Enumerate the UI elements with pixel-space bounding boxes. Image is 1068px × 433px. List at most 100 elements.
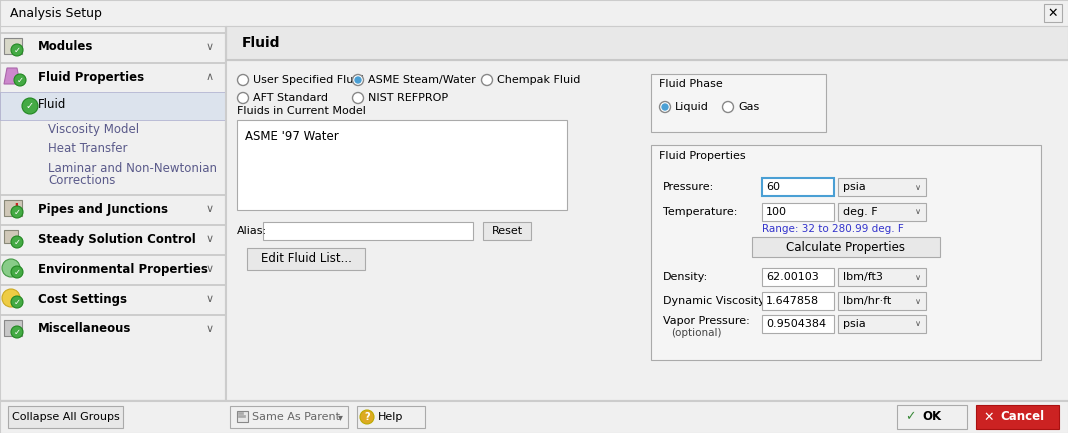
Text: Cost Settings: Cost Settings bbox=[38, 293, 127, 306]
Bar bbox=[7, 406, 123, 428]
Text: ∨: ∨ bbox=[206, 294, 214, 304]
Text: ASME '97 Water: ASME '97 Water bbox=[245, 130, 339, 143]
Bar bbox=[247, 248, 365, 270]
Text: Alias:: Alias: bbox=[237, 226, 267, 236]
Text: Reset: Reset bbox=[491, 226, 522, 236]
Text: ∨: ∨ bbox=[206, 204, 214, 214]
Text: ∨: ∨ bbox=[206, 324, 214, 334]
Bar bbox=[0, 400, 1068, 433]
Text: ∧: ∧ bbox=[206, 72, 214, 82]
Circle shape bbox=[352, 93, 363, 103]
Bar bbox=[838, 178, 926, 196]
Text: ✓: ✓ bbox=[905, 410, 915, 423]
Text: Corrections: Corrections bbox=[48, 174, 115, 187]
Bar bbox=[838, 315, 926, 333]
Text: Help: Help bbox=[378, 412, 404, 422]
Text: ∨: ∨ bbox=[206, 234, 214, 244]
Text: deg. F: deg. F bbox=[843, 207, 878, 217]
Circle shape bbox=[662, 104, 668, 110]
Text: Edit Fluid List...: Edit Fluid List... bbox=[261, 252, 351, 265]
Bar bbox=[651, 145, 1041, 360]
Bar bbox=[0, 32, 225, 33]
Bar bbox=[752, 237, 940, 257]
Text: Cancel: Cancel bbox=[1000, 410, 1045, 423]
Circle shape bbox=[352, 74, 363, 85]
Circle shape bbox=[722, 101, 734, 113]
Circle shape bbox=[360, 410, 374, 424]
Bar bbox=[230, 406, 348, 428]
Text: ✓: ✓ bbox=[14, 327, 20, 336]
Text: ✓: ✓ bbox=[26, 101, 34, 111]
Text: ✕: ✕ bbox=[1048, 6, 1058, 19]
Circle shape bbox=[237, 93, 249, 103]
Bar bbox=[976, 405, 1059, 429]
Text: Fluid Phase: Fluid Phase bbox=[659, 79, 723, 89]
Circle shape bbox=[11, 206, 23, 218]
Bar bbox=[0, 314, 225, 315]
Text: ✕: ✕ bbox=[984, 410, 994, 423]
Bar bbox=[4, 230, 18, 243]
Circle shape bbox=[237, 74, 249, 85]
Bar bbox=[0, 284, 225, 285]
Bar bbox=[483, 222, 531, 240]
Text: 60: 60 bbox=[766, 182, 780, 192]
Text: Environmental Properties: Environmental Properties bbox=[38, 262, 208, 275]
Bar bbox=[838, 268, 926, 286]
Bar bbox=[4, 320, 22, 336]
Text: Viscosity Model: Viscosity Model bbox=[48, 123, 139, 136]
Text: Fluid Properties: Fluid Properties bbox=[659, 151, 745, 161]
Polygon shape bbox=[4, 68, 20, 84]
Text: Collapse All Groups: Collapse All Groups bbox=[12, 412, 120, 422]
Text: ∨: ∨ bbox=[206, 42, 214, 52]
Text: ∨: ∨ bbox=[915, 272, 921, 281]
Text: Laminar and Non-Newtonian: Laminar and Non-Newtonian bbox=[48, 162, 217, 175]
Bar bbox=[0, 194, 225, 195]
Circle shape bbox=[11, 296, 23, 308]
Bar bbox=[838, 203, 926, 221]
Bar bbox=[237, 120, 567, 210]
Bar bbox=[651, 74, 826, 132]
Circle shape bbox=[11, 266, 23, 278]
Text: psia: psia bbox=[843, 182, 866, 192]
Text: ✓: ✓ bbox=[14, 207, 20, 216]
Bar bbox=[238, 412, 244, 414]
Text: ?: ? bbox=[364, 412, 370, 422]
Bar bbox=[0, 26, 225, 400]
Text: ∨: ∨ bbox=[915, 182, 921, 191]
Text: 0.9504384: 0.9504384 bbox=[766, 319, 827, 329]
Bar bbox=[0, 92, 225, 120]
Text: ∨: ∨ bbox=[915, 207, 921, 216]
Text: 100: 100 bbox=[766, 207, 787, 217]
Bar bbox=[0, 0, 1068, 26]
Text: 62.00103: 62.00103 bbox=[766, 272, 819, 282]
Bar bbox=[226, 59, 1068, 60]
Text: ✓: ✓ bbox=[14, 297, 20, 307]
Text: Same As Parent: Same As Parent bbox=[252, 412, 340, 422]
Bar bbox=[0, 224, 225, 225]
Circle shape bbox=[14, 74, 26, 86]
Text: ✓: ✓ bbox=[14, 237, 20, 246]
Circle shape bbox=[660, 101, 671, 113]
Text: ∨: ∨ bbox=[206, 264, 214, 274]
Bar bbox=[761, 292, 834, 310]
Bar bbox=[4, 38, 22, 54]
Text: ASME Steam/Water: ASME Steam/Water bbox=[368, 75, 475, 85]
Text: Density:: Density: bbox=[663, 272, 708, 282]
Text: psia: psia bbox=[843, 319, 866, 329]
Circle shape bbox=[2, 259, 20, 277]
Text: ✓: ✓ bbox=[14, 45, 20, 55]
Text: Fluids in Current Model: Fluids in Current Model bbox=[237, 106, 366, 116]
Bar bbox=[0, 254, 225, 255]
Circle shape bbox=[482, 74, 492, 85]
Bar bbox=[0, 62, 225, 63]
Text: Liquid: Liquid bbox=[675, 102, 709, 112]
Bar bbox=[1045, 4, 1062, 22]
Text: NIST REFPROP: NIST REFPROP bbox=[368, 93, 449, 103]
Text: ✓: ✓ bbox=[14, 268, 20, 277]
Text: Temperature:: Temperature: bbox=[663, 207, 737, 217]
Text: ▾: ▾ bbox=[337, 412, 343, 422]
Bar bbox=[897, 405, 967, 429]
Bar bbox=[0, 400, 1068, 401]
Bar bbox=[226, 26, 1068, 60]
Circle shape bbox=[11, 236, 23, 248]
